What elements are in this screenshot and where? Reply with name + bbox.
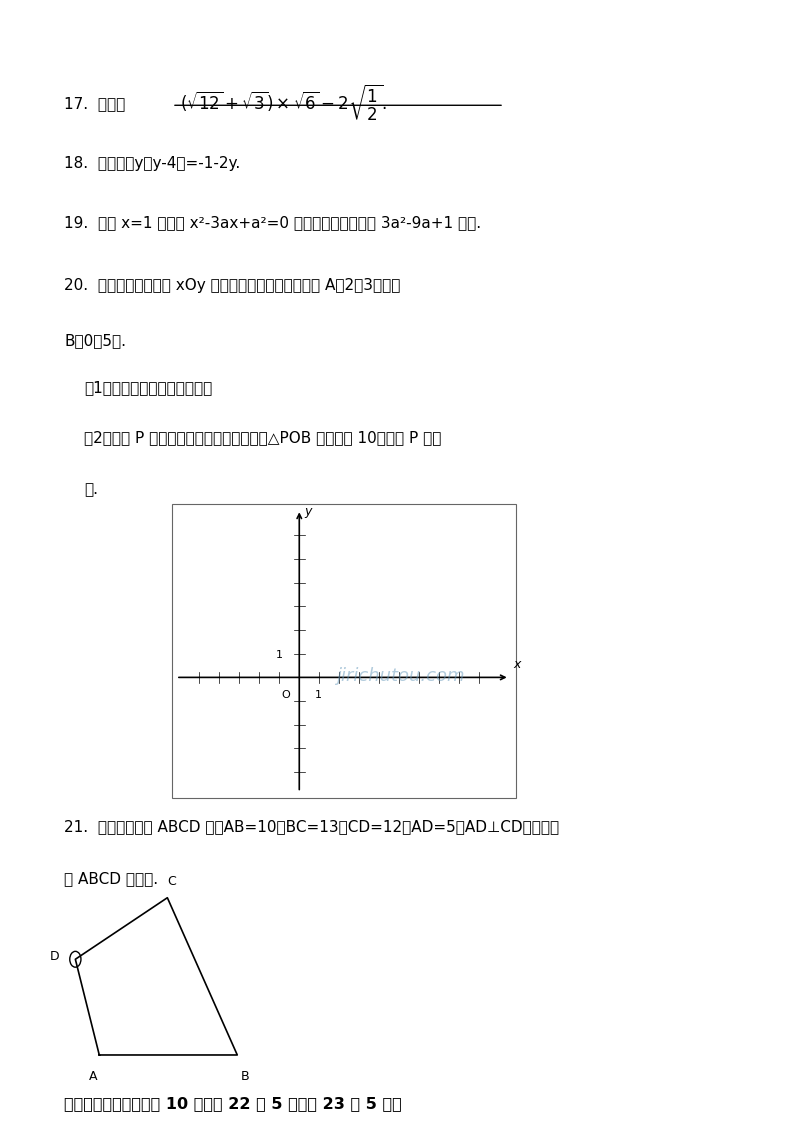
Text: 17.  计算：: 17. 计算：: [64, 96, 126, 111]
Text: O: O: [282, 689, 290, 700]
Text: y: y: [304, 505, 311, 517]
Text: B（0，5）.: B（0，5）.: [64, 333, 126, 348]
Text: 18.  解方程：y（y-4）=-1-2y.: 18. 解方程：y（y-4）=-1-2y.: [64, 156, 240, 171]
Text: （1）求此一次函数的表达式；: （1）求此一次函数的表达式；: [84, 380, 212, 395]
Text: 20.  在平面直角坐标系 xOy 中，一次函数的图象经过点 A（2，3）与点: 20. 在平面直角坐标系 xOy 中，一次函数的图象经过点 A（2，3）与点: [64, 278, 400, 293]
Text: 形 ABCD 的面积.: 形 ABCD 的面积.: [64, 872, 158, 886]
Text: A: A: [89, 1070, 97, 1082]
Text: B: B: [241, 1070, 250, 1082]
Text: 1: 1: [276, 650, 283, 660]
Text: 1: 1: [315, 689, 322, 700]
Text: x: x: [514, 658, 521, 670]
Text: 21.  如图，四边形 ABCD 中，AB=10，BC=13，CD=12，AD=5，AD⊥CD，求四边: 21. 如图，四边形 ABCD 中，AB=10，BC=13，CD=12，AD=5…: [64, 820, 559, 834]
Text: jirichutou.com: jirichutou.com: [336, 667, 464, 685]
Text: 标.: 标.: [84, 482, 98, 497]
Text: （2）若点 P 为此一次函数图象上一点，且△POB 的面积为 10，求点 P 的坐: （2）若点 P 为此一次函数图象上一点，且△POB 的面积为 10，求点 P 的…: [84, 430, 442, 445]
Bar: [172, 504, 516, 798]
Text: 19.  已知 x=1 是方程 x²-3ax+a²=0 的一个根，求代数式 3a²-9a+1 的値.: 19. 已知 x=1 是方程 x²-3ax+a²=0 的一个根，求代数式 3a²…: [64, 215, 481, 230]
Text: D: D: [50, 951, 59, 963]
Text: 四、解答题：（本题共 10 分，第 22 题 5 分，第 23 题 5 分）: 四、解答题：（本题共 10 分，第 22 题 5 分，第 23 题 5 分）: [64, 1096, 402, 1110]
Text: $(\sqrt{12}+\sqrt{3})\times\sqrt{6}-2\sqrt{\dfrac{1}{2}}$.: $(\sqrt{12}+\sqrt{3})\times\sqrt{6}-2\sq…: [180, 83, 387, 123]
Text: C: C: [167, 875, 176, 887]
